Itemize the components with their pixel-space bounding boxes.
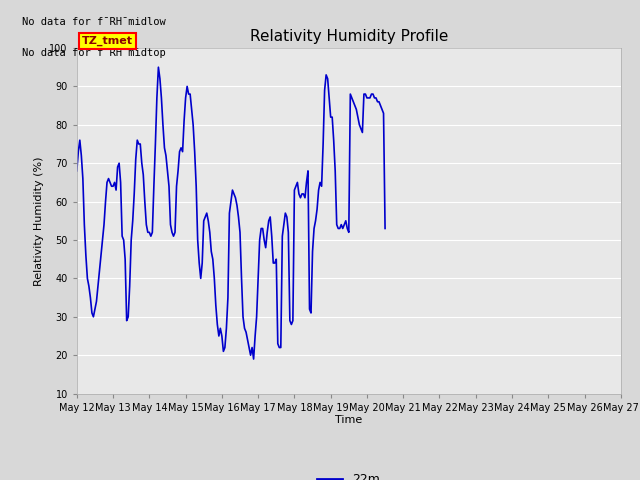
Text: TZ_tmet: TZ_tmet xyxy=(82,36,133,46)
Text: No data for f¯RH¯midlow: No data for f¯RH¯midlow xyxy=(22,17,166,27)
Legend: 22m: 22m xyxy=(312,468,385,480)
Y-axis label: Relativity Humidity (%): Relativity Humidity (%) xyxy=(34,156,44,286)
Title: Relativity Humidity Profile: Relativity Humidity Profile xyxy=(250,29,448,44)
X-axis label: Time: Time xyxy=(335,415,362,425)
Text: No data for f¯RH¯midtop: No data for f¯RH¯midtop xyxy=(22,48,166,58)
